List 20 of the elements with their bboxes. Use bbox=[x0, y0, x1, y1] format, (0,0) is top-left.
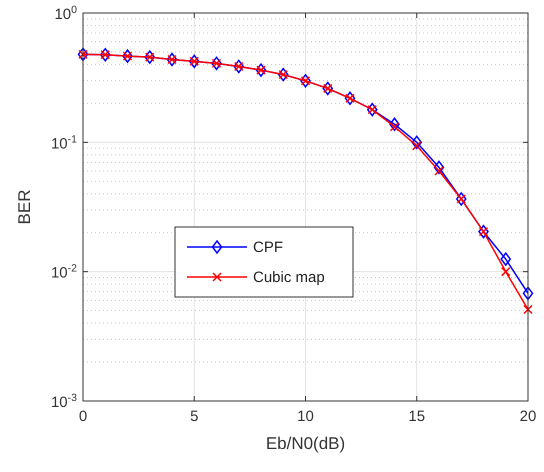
x-tick-label: 10 bbox=[297, 408, 314, 425]
x-tick-label: 0 bbox=[78, 408, 88, 425]
x-tick-label: 5 bbox=[190, 408, 198, 425]
point bbox=[412, 136, 422, 150]
legend-label: Cubic map bbox=[253, 269, 325, 286]
y-tick-label: 10$^{0}$ bbox=[54, 4, 78, 23]
x-axis-title: Eb/N0(dB) bbox=[266, 434, 346, 453]
point bbox=[500, 252, 511, 266]
y-tick-label: 10$^{-2}$ bbox=[50, 262, 78, 282]
y-tick-label: 10$^{-1}$ bbox=[50, 133, 78, 152]
legend-label: CPF bbox=[253, 239, 283, 256]
point bbox=[522, 286, 534, 300]
point bbox=[523, 304, 533, 314]
y-tick-label: 10$^{-3}$ bbox=[50, 392, 78, 411]
x-tick-label: 20 bbox=[520, 408, 536, 425]
point bbox=[389, 117, 400, 131]
x-tick-label: 15 bbox=[408, 408, 426, 425]
y-axis-title: BER bbox=[15, 190, 34, 224]
point bbox=[501, 266, 510, 276]
point bbox=[434, 160, 444, 174]
